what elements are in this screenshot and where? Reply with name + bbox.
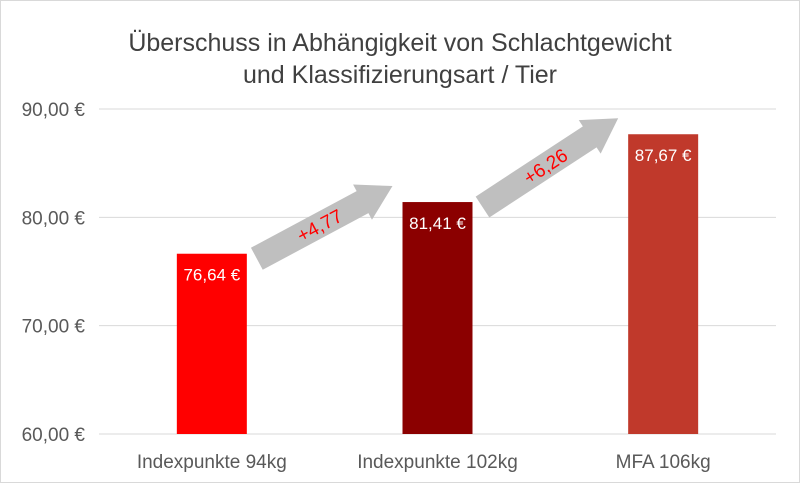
data-label: 81,41 € xyxy=(409,214,466,233)
bar xyxy=(176,253,247,434)
x-tick-label: Indexpunkte 94kg xyxy=(137,452,287,473)
bars: 76,64 € 81,41 € 87,67 € xyxy=(176,134,699,434)
arrow-shape xyxy=(250,184,393,270)
chart-title-line-1: Überschuss in Abhängigkeit von Schlachtg… xyxy=(128,29,671,57)
y-tick-label: 90,00 € xyxy=(22,100,86,121)
data-label: 87,67 € xyxy=(635,146,692,165)
bar xyxy=(402,202,473,434)
x-axis: Indexpunkte 94kg Indexpunkte 102kg MFA 106… xyxy=(137,452,711,473)
bar xyxy=(628,134,699,434)
y-tick-label: 80,00 € xyxy=(22,208,86,229)
difference-arrow: +4,77 xyxy=(250,184,393,270)
y-axis: 60,00 € 70,00 € 80,00 € 90,00 € xyxy=(22,100,86,446)
x-tick-label: MFA 106kg xyxy=(616,452,711,473)
x-tick-label: Indexpunkte 102kg xyxy=(357,452,518,473)
y-tick-label: 60,00 € xyxy=(22,425,86,446)
arrow-shape xyxy=(475,118,619,218)
chart-title-line-2: und Klassifizierungsart / Tier xyxy=(243,61,557,89)
data-label: 76,64 € xyxy=(183,266,240,285)
y-tick-label: 70,00 € xyxy=(22,317,86,338)
difference-arrow: +6,26 xyxy=(475,118,619,218)
